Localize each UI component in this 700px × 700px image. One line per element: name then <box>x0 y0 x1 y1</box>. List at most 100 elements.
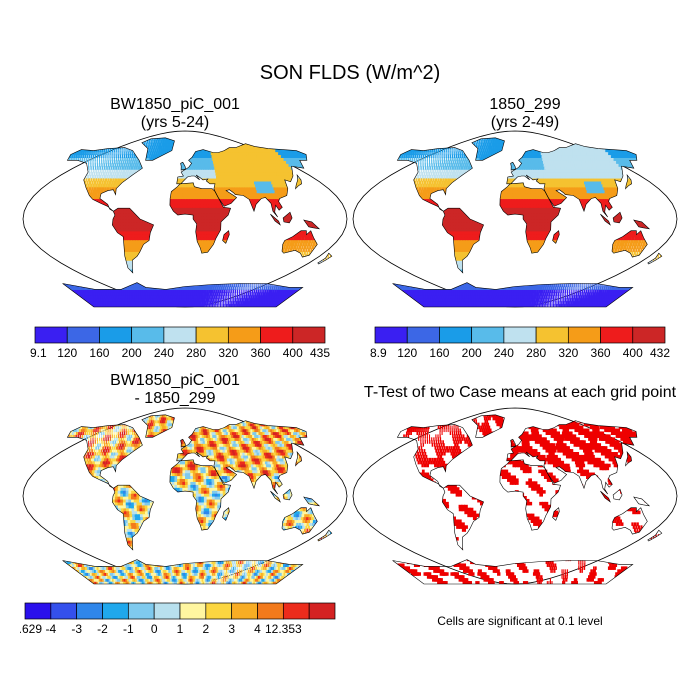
field-cell <box>242 301 245 305</box>
field-cell <box>339 196 344 200</box>
field-cell <box>269 298 273 302</box>
field-cell <box>120 210 125 214</box>
field-cell <box>101 186 105 191</box>
field-cell <box>90 189 93 194</box>
field-cell <box>199 304 202 307</box>
field-cell <box>243 298 245 302</box>
field-cell <box>209 207 213 211</box>
field-cell <box>290 236 294 241</box>
field-cell <box>206 227 211 232</box>
field-cell <box>294 286 297 290</box>
field-cell <box>289 277 292 282</box>
field-cell <box>247 295 249 299</box>
field-cell <box>251 204 256 208</box>
field-cell <box>295 283 299 288</box>
field-cell <box>212 298 215 302</box>
field-cell <box>128 227 133 232</box>
field-cell <box>202 304 205 307</box>
field-cell <box>125 227 130 232</box>
field-cell <box>123 207 127 211</box>
field-cell <box>297 271 299 276</box>
field-cell <box>134 236 139 241</box>
field-cell <box>272 292 276 296</box>
field-cell <box>182 183 186 188</box>
field-cell <box>254 292 257 296</box>
field-cell <box>276 295 280 299</box>
field-cell <box>122 219 127 223</box>
field-cell <box>220 216 224 220</box>
field-cell <box>206 239 210 244</box>
field-cell <box>272 201 277 205</box>
field-cell <box>238 286 240 290</box>
field-cell <box>253 186 258 191</box>
field-cell <box>120 224 125 229</box>
field-cell <box>92 189 96 194</box>
field-cell <box>163 289 168 293</box>
field-cell <box>283 277 285 282</box>
field-cell <box>203 201 208 205</box>
field-cell <box>312 236 315 241</box>
field-cell <box>66 277 73 282</box>
field-cell <box>285 289 288 293</box>
field-cell <box>230 286 233 290</box>
field-cell <box>238 304 241 307</box>
field-cell <box>149 224 154 229</box>
field-cell <box>129 260 134 264</box>
field-cell <box>256 301 260 305</box>
field-cell <box>140 239 145 244</box>
field-cell <box>117 219 122 223</box>
field-cell <box>125 263 130 267</box>
field-cell <box>198 242 202 246</box>
field-cell <box>95 183 98 188</box>
field-cell <box>320 257 322 261</box>
field-cell <box>97 189 101 194</box>
field-cell <box>225 283 228 288</box>
field-cell <box>259 189 264 194</box>
field-cell <box>210 286 213 290</box>
field-cell <box>104 186 107 191</box>
field-cell <box>278 292 281 296</box>
field-cell <box>206 233 210 238</box>
field-cell <box>142 236 147 241</box>
field-cell <box>209 210 213 214</box>
field-cell <box>303 239 307 244</box>
field-cell <box>232 286 235 290</box>
field-cell <box>28 242 33 246</box>
field-cell <box>265 186 271 191</box>
field-cell <box>214 216 219 220</box>
field-cell <box>283 245 286 249</box>
field-cell <box>79 277 86 282</box>
field-cell <box>222 186 227 191</box>
field-cell <box>253 201 258 205</box>
panel-title-diff: BW1850_piC_001 - 1850_299 <box>20 372 330 408</box>
field-cell <box>267 298 271 302</box>
field-cell <box>164 292 169 296</box>
field-cell <box>304 265 306 270</box>
field-cell <box>208 304 211 307</box>
field-cell <box>310 277 313 282</box>
field-cell <box>303 251 306 255</box>
field-cell <box>264 289 267 293</box>
field-cell <box>259 289 261 293</box>
field-cell <box>265 286 268 290</box>
field-cell <box>170 295 174 299</box>
field-cell <box>120 230 125 235</box>
field-cell <box>211 221 216 226</box>
field-cell <box>210 304 212 307</box>
field-cell <box>47 269 53 273</box>
field-cell <box>214 210 219 214</box>
field-cell <box>254 304 258 307</box>
field-cell <box>254 298 257 302</box>
field-cell <box>214 213 219 217</box>
field-cell <box>207 298 210 302</box>
field-cell <box>224 298 226 302</box>
field-cell <box>203 236 208 241</box>
field-cell <box>314 224 318 229</box>
field-cell <box>277 298 282 302</box>
field-cell <box>220 213 224 217</box>
field-cell <box>201 216 205 220</box>
field-cell <box>333 190 338 194</box>
field-cell <box>165 289 170 293</box>
field-cell <box>221 283 224 288</box>
field-cell <box>213 289 216 293</box>
